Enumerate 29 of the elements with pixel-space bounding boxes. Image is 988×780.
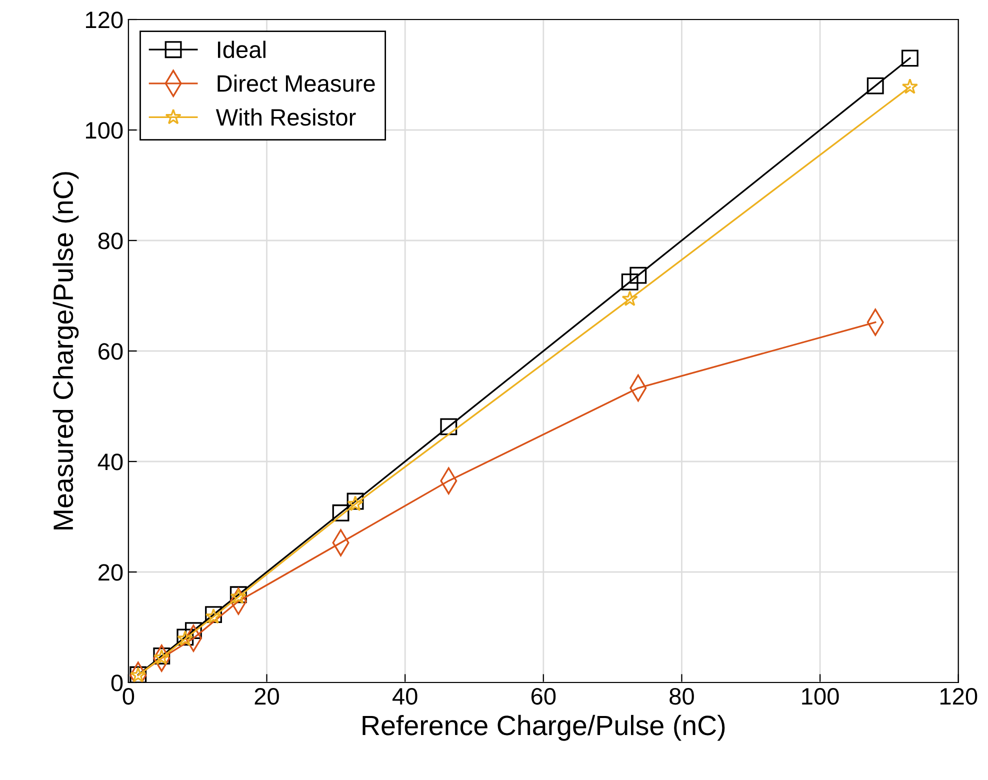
legend-label: Ideal <box>218 40 266 58</box>
x-tick-label: 20 <box>254 688 279 705</box>
y-tick-label: 40 <box>98 454 123 470</box>
x-axis-title: Reference Charge/Pulse (nC) <box>362 714 725 741</box>
x-tick-label: 60 <box>531 688 556 705</box>
point <box>901 50 918 67</box>
legend-label: Direct Measure <box>218 74 375 92</box>
point <box>346 492 364 510</box>
y-tick-label: 20 <box>98 564 123 581</box>
point <box>440 418 458 436</box>
point <box>347 496 364 512</box>
x-tick-label: 0 <box>122 688 134 705</box>
y-tick-label: 120 <box>86 12 123 28</box>
y-tick-label: 0 <box>111 674 123 692</box>
x-tick-label: 80 <box>670 688 694 705</box>
y-tick-label: 80 <box>98 232 123 250</box>
y-tick-label: 100 <box>86 122 123 139</box>
point <box>630 266 647 284</box>
y-tick-label: 60 <box>98 343 123 360</box>
point <box>621 273 638 290</box>
point <box>866 77 884 94</box>
point <box>902 78 918 94</box>
x-tick-label: 40 <box>392 688 418 705</box>
x-tick-label: 120 <box>940 688 978 705</box>
point <box>332 504 350 522</box>
point <box>622 290 638 306</box>
legend-label: With Resistor <box>216 108 356 126</box>
y-axis-title: Measured Charge/Pulse (nC) <box>52 172 79 530</box>
x-tick-label: 100 <box>802 688 839 705</box>
